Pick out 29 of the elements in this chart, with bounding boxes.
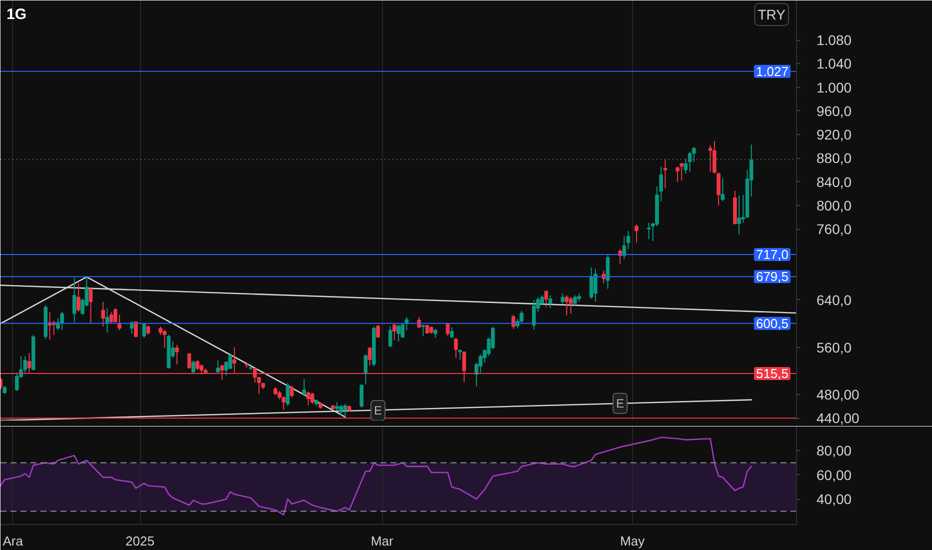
x-tick-label: May <box>620 534 646 548</box>
y-tick-label: 960,0 <box>816 102 852 119</box>
y-tick-label: 1.000 <box>816 79 852 96</box>
ref-line-label: 717,0 <box>756 247 789 262</box>
y-tick-label: 60,00 <box>816 466 852 483</box>
y-axis-title: TRY <box>758 6 786 22</box>
y-tick-label: 40,00 <box>816 491 852 508</box>
ref-line-label: 515,5 <box>756 366 789 382</box>
y-tick-label: 480,00 <box>816 386 860 403</box>
y-tick-label: 560,0 <box>816 339 852 356</box>
y-tick-label: 840,0 <box>816 174 852 190</box>
y-tick-label: 440,00 <box>816 410 860 426</box>
y-tick-label: 760,0 <box>816 221 852 238</box>
y-tick-label: 80,00 <box>816 442 852 459</box>
y-tick-label: 920,0 <box>816 126 852 143</box>
ref-line-label: 600,5 <box>756 316 789 331</box>
annotation: E <box>374 403 382 418</box>
x-tick-label: 2025 <box>126 534 154 548</box>
y-tick-label: 800,0 <box>816 197 852 214</box>
ref-line-label: 679,5 <box>756 269 789 284</box>
x-tick-label: Ara <box>2 534 24 548</box>
y-tick-label: 1.040 <box>816 56 852 72</box>
chart-title: 1G <box>6 6 27 23</box>
annotation: E <box>616 396 624 410</box>
y-tick-label: 880,0 <box>816 150 852 166</box>
ref-line-label: 1.027 <box>756 64 789 79</box>
y-tick-label: 640,0 <box>816 292 852 308</box>
x-tick-label: Mar <box>370 534 394 548</box>
y-tick-label: 1.080 <box>816 32 852 48</box>
